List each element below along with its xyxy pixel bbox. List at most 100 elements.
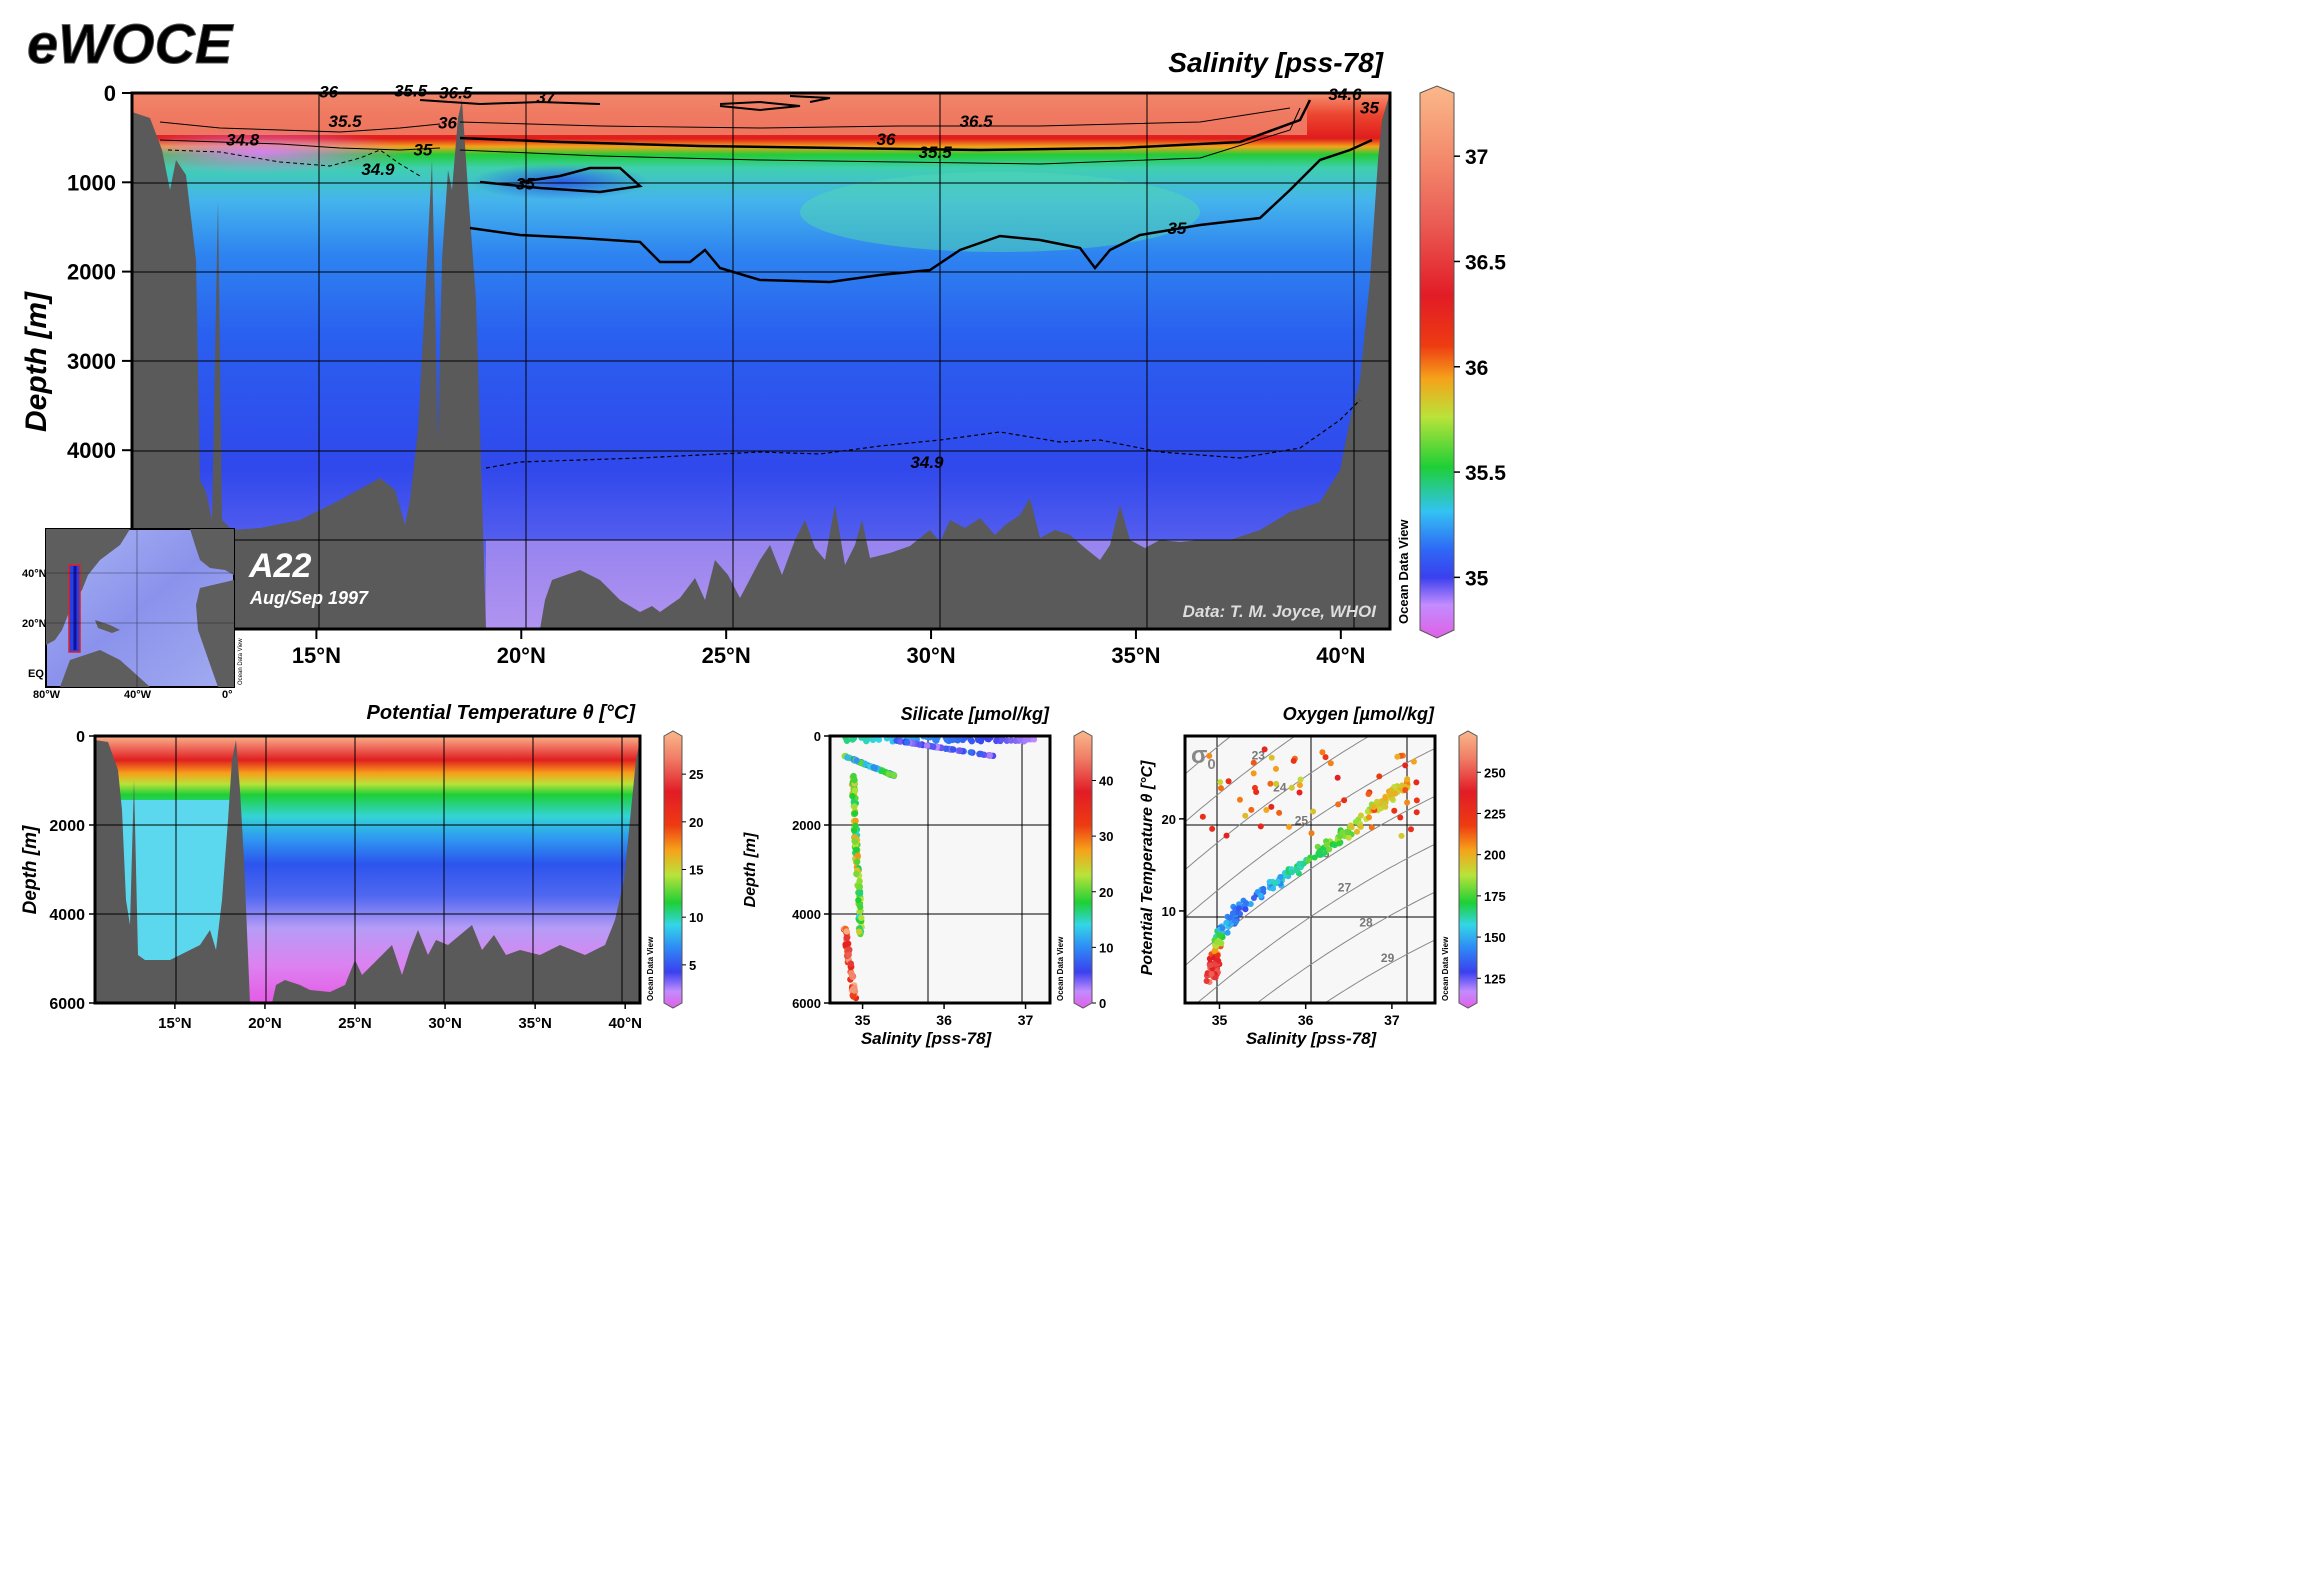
oxy-point <box>1374 798 1381 805</box>
oxy-point <box>1339 829 1346 836</box>
main-y-axis: 0 1000 2000 3000 4000 <box>67 81 132 463</box>
sil-point <box>853 870 860 878</box>
sil-cb-tick-label: 10 <box>1099 940 1113 955</box>
temp-cb-tick-label: 20 <box>689 815 703 830</box>
oxy-point <box>1257 892 1264 899</box>
oxy-point <box>1214 952 1221 959</box>
map-lat-eq: EQ <box>28 668 44 680</box>
sil-point <box>976 750 984 758</box>
inset-map-grid <box>46 529 234 687</box>
inset-map-north-america <box>46 529 130 645</box>
sil-y-tick-label: 0 <box>814 729 821 744</box>
contour-label: 36 <box>438 114 457 133</box>
sil-point <box>856 890 864 897</box>
oxy-point <box>1357 823 1364 830</box>
sil-point <box>849 973 856 981</box>
oxy-point <box>1387 791 1394 798</box>
sil-point <box>933 737 940 744</box>
sil-point <box>854 852 861 859</box>
oxy-point <box>1327 760 1334 767</box>
sil-x-tick-label: 36 <box>936 1012 952 1028</box>
temp-x-tick-label: 25°N <box>338 1015 372 1032</box>
sil-point <box>999 736 1006 743</box>
oxy-point <box>1323 841 1330 848</box>
isopycnal-label: 27 <box>1338 881 1352 895</box>
sil-point <box>855 897 862 904</box>
sigma-label: σ0 <box>1191 742 1216 773</box>
oxy-point <box>1250 759 1257 766</box>
oxy-point <box>1268 803 1275 810</box>
oxy-point <box>1402 762 1409 769</box>
temp-cb-tick-label: 5 <box>689 958 696 973</box>
sil-point <box>1007 737 1015 744</box>
sil-point <box>856 928 863 935</box>
oxy-point <box>1250 895 1257 902</box>
sil-point <box>843 934 850 942</box>
oxy-point <box>1410 758 1417 765</box>
contour-label: 35.5 <box>329 112 363 131</box>
temperature-section-panel: 15°N 20°N 25°N 30°N 35°N 40°N 0 2000 4000 6000 P… <box>20 702 703 1032</box>
sil-x-tick-label: 35 <box>855 1012 871 1028</box>
sil-point <box>849 792 856 800</box>
oxy-colorbar-bar <box>1458 730 1478 1009</box>
isopycnal <box>1185 747 1435 919</box>
oxy-point <box>1407 826 1414 833</box>
oxy-point <box>1336 840 1343 847</box>
oxy-point <box>1207 962 1214 969</box>
oxy-point <box>1344 828 1351 835</box>
oxy-point <box>1286 823 1293 830</box>
sil-title: Silicate [µmol/kg] <box>901 704 1050 724</box>
temp-y-tick-label: 2000 <box>49 818 85 835</box>
contour-35 <box>469 138 1373 284</box>
sil-x-axis: 35 36 37 <box>855 1003 1034 1028</box>
oxy-y-tick-label: 10 <box>1162 904 1176 919</box>
oxy-point <box>1209 825 1216 832</box>
oxy-point <box>1271 880 1278 887</box>
oxy-point <box>1223 832 1230 839</box>
main-x-tick-label: 25°N <box>702 643 751 668</box>
main-x-tick-label: 30°N <box>906 643 955 668</box>
temp-frame <box>93 734 642 1005</box>
sil-point <box>949 736 956 744</box>
oxy-odv-label: Ocean Data View <box>1441 936 1450 1001</box>
oxy-x-axis: 35 36 37 <box>1212 1003 1400 1028</box>
contour-label: 34.8 <box>226 131 260 150</box>
oxy-point <box>1296 789 1303 796</box>
oxy-ylabel: Potential Temperature θ [°C] <box>1139 760 1156 975</box>
main-colorbar-bar <box>1419 85 1455 639</box>
oxy-y-tick-label: 20 <box>1162 812 1176 827</box>
oxy-point <box>1314 843 1321 850</box>
salinity-surface-layer <box>132 93 1307 135</box>
oxy-point <box>1273 780 1280 787</box>
sil-y-tick-label: 6000 <box>792 996 821 1011</box>
sil-y-tick-label: 4000 <box>792 907 821 922</box>
contour-west-348 <box>167 149 421 177</box>
oxy-point <box>1276 809 1283 816</box>
contour-label: 35.5 <box>394 82 428 101</box>
oxy-title: Oxygen [µmol/kg] <box>1283 704 1435 724</box>
oxy-point <box>1242 906 1249 913</box>
contour-west-upper <box>159 121 441 151</box>
main-ylabel: Depth [m] <box>20 291 53 432</box>
oxy-cb-tick-label: 200 <box>1484 848 1506 863</box>
oxy-point <box>1263 806 1270 813</box>
contour-35-upper <box>479 166 643 194</box>
temp-x-tick-label: 30°N <box>428 1015 462 1032</box>
temp-x-tick-label: 20°N <box>248 1015 282 1032</box>
oxy-point <box>1394 753 1401 760</box>
sil-point <box>923 742 931 749</box>
oxy-point <box>1365 790 1372 797</box>
main-gridlines <box>132 93 1390 629</box>
sil-point <box>856 883 864 891</box>
main-x-tick-label: 35°N <box>1111 643 1160 668</box>
contour-label: 35 <box>1360 99 1379 118</box>
oxy-point <box>1217 939 1224 946</box>
sil-point <box>852 822 859 830</box>
oxy-point <box>1235 905 1242 912</box>
map-odv-label: Ocean Data View <box>238 638 244 685</box>
sil-cb-tick-label: 0 <box>1099 996 1106 1011</box>
oxy-point <box>1310 808 1317 815</box>
contour-labels: 36 35.5 36.5 37 35.5 36 34.8 35 34.9 35 36.5 36 35.5… <box>226 82 1379 472</box>
main-x-tick-label: 15°N <box>292 643 341 668</box>
temp-gridlines <box>95 736 640 1003</box>
